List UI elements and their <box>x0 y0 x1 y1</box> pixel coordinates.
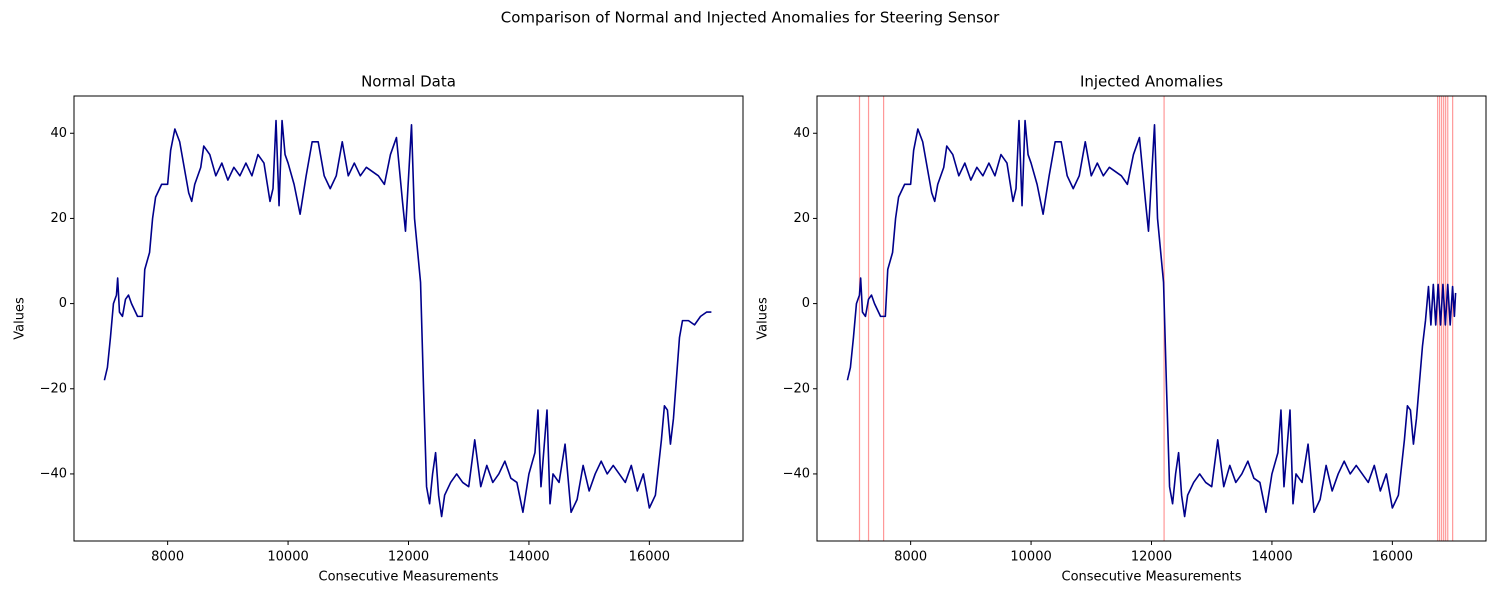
y-axis-label: Values <box>756 297 771 340</box>
figure-title: Comparison of Normal and Injected Anomal… <box>501 9 1000 27</box>
x-tick-label: 8000 <box>151 550 184 565</box>
x-tick-label: 14000 <box>1251 550 1292 565</box>
y-tick-label: −40 <box>40 466 67 481</box>
y-tick-label: −20 <box>40 381 67 396</box>
x-tick-label: 10000 <box>267 550 308 565</box>
x-axis-label: Consecutive Measurements <box>319 570 499 585</box>
x-axis-label: Consecutive Measurements <box>1062 570 1242 585</box>
x-tick-label: 14000 <box>508 550 549 565</box>
y-tick-label: −20 <box>783 381 810 396</box>
x-tick-label: 16000 <box>629 550 670 565</box>
y-tick-label: 20 <box>793 211 810 226</box>
axes-frame <box>73 95 744 542</box>
y-tick-label: 0 <box>59 296 67 311</box>
panel-title: Injected Anomalies <box>1080 73 1223 91</box>
data-line <box>846 119 1457 518</box>
x-tick-label: 10000 <box>1010 550 1051 565</box>
y-tick-label: 20 <box>50 211 67 226</box>
axes-frame <box>816 95 1487 542</box>
x-tick-label: 16000 <box>1372 550 1413 565</box>
y-axis-label: Values <box>13 297 28 340</box>
y-tick-label: 40 <box>50 126 67 141</box>
x-tick-label: 12000 <box>388 550 429 565</box>
x-tick-label: 8000 <box>894 550 927 565</box>
panel-title: Normal Data <box>361 73 456 91</box>
y-tick-label: 40 <box>793 126 810 141</box>
y-tick-label: 0 <box>802 296 810 311</box>
x-tick-label: 12000 <box>1131 550 1172 565</box>
y-tick-label: −40 <box>783 466 810 481</box>
data-line <box>103 119 712 518</box>
